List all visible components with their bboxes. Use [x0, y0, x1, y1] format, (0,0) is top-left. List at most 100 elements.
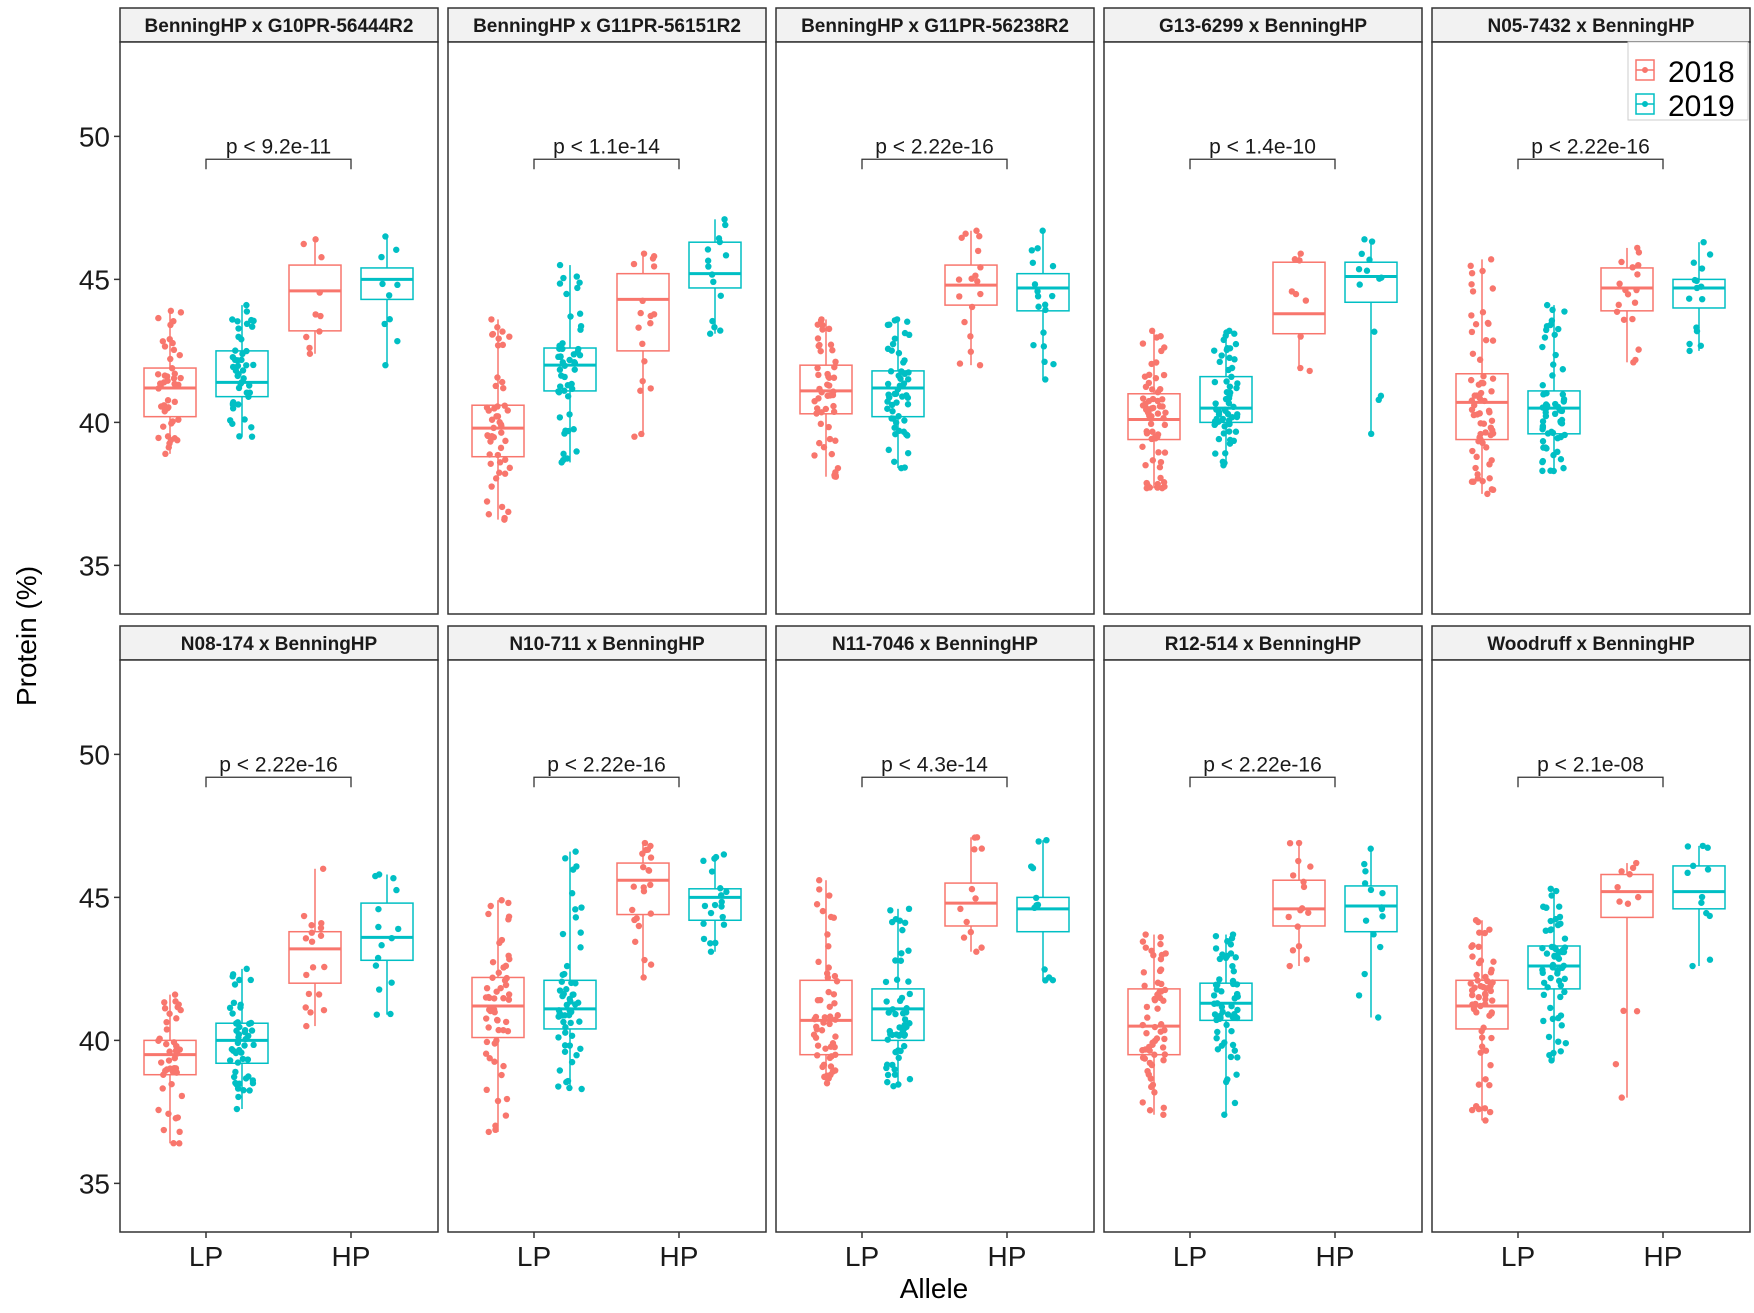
- data-point: [901, 417, 908, 424]
- data-point: [234, 1085, 242, 1092]
- data-point: [1214, 981, 1221, 989]
- y-tick-label: 40: [79, 1025, 110, 1056]
- data-point: [372, 872, 379, 880]
- data-point: [563, 986, 570, 993]
- data-point: [233, 1105, 241, 1113]
- data-point: [1226, 420, 1233, 428]
- data-point: [813, 405, 821, 412]
- data-point: [708, 868, 716, 875]
- data-point: [1157, 955, 1165, 963]
- data-point: [1612, 1060, 1620, 1068]
- data-point: [160, 1071, 167, 1078]
- data-point: [647, 385, 654, 392]
- data-point: [978, 845, 985, 852]
- data-point: [1561, 975, 1568, 983]
- data-point: [382, 233, 389, 240]
- data-point: [562, 1024, 569, 1031]
- data-point: [1622, 286, 1629, 294]
- data-point: [1146, 1107, 1154, 1114]
- data-point: [496, 459, 504, 466]
- data-point: [647, 854, 655, 861]
- data-point: [250, 1041, 257, 1049]
- data-point: [1486, 1081, 1493, 1089]
- data-point: [239, 1055, 247, 1063]
- data-point: [490, 424, 497, 432]
- data-point: [833, 978, 841, 985]
- data-point: [1542, 409, 1549, 416]
- data-point: [1143, 1029, 1150, 1037]
- data-point: [497, 444, 505, 452]
- data-point: [235, 1093, 242, 1101]
- data-point: [1356, 281, 1363, 288]
- data-point: [572, 914, 580, 921]
- data-point: [1149, 395, 1157, 403]
- data-point: [243, 965, 250, 973]
- data-point: [1704, 866, 1712, 873]
- data-point: [1539, 418, 1547, 425]
- data-point: [243, 308, 251, 315]
- data-point: [493, 413, 500, 420]
- data-point: [1285, 913, 1292, 921]
- data-point: [884, 345, 892, 353]
- data-point: [711, 323, 718, 331]
- box-iqr: [360, 902, 414, 962]
- data-point: [1139, 395, 1147, 402]
- data-point: [1221, 423, 1228, 430]
- data-point: [822, 405, 830, 413]
- data-point: [1371, 328, 1378, 335]
- data-point: [1361, 880, 1369, 887]
- data-point: [1042, 376, 1049, 383]
- data-point: [641, 358, 648, 365]
- data-point: [235, 1046, 243, 1054]
- data-point: [1469, 288, 1477, 295]
- data-point: [172, 1115, 180, 1122]
- data-point: [1488, 457, 1495, 464]
- box-hp-2019: [688, 216, 742, 337]
- data-point: [1548, 892, 1555, 899]
- data-point: [892, 1048, 899, 1056]
- data-point: [1141, 982, 1148, 990]
- data-point: [885, 1009, 892, 1016]
- panel-frame: [119, 41, 439, 615]
- box-hp-2018: [288, 236, 342, 357]
- data-point: [1227, 941, 1235, 948]
- data-point: [565, 427, 572, 435]
- data-point: [556, 261, 564, 269]
- data-point: [1297, 250, 1304, 257]
- data-point: [1539, 424, 1547, 431]
- data-point: [974, 278, 981, 285]
- data-point: [379, 280, 386, 288]
- data-point: [810, 1031, 818, 1038]
- data-point: [501, 456, 509, 463]
- data-point: [832, 437, 839, 444]
- data-point: [238, 379, 245, 386]
- data-point: [813, 1026, 821, 1033]
- data-point: [505, 996, 513, 1003]
- data-point: [228, 1046, 236, 1053]
- data-point: [382, 361, 389, 369]
- data-point: [568, 979, 575, 987]
- data-point: [235, 1034, 242, 1041]
- significance-bracket: [1517, 776, 1664, 788]
- data-point: [306, 350, 314, 357]
- data-point: [631, 916, 638, 924]
- panel-strip: [1431, 625, 1751, 661]
- data-point: [958, 234, 965, 241]
- data-point: [1700, 239, 1707, 246]
- data-point: [1561, 988, 1568, 996]
- data-point: [1050, 360, 1057, 368]
- data-point: [1234, 1054, 1241, 1061]
- data-point: [494, 342, 502, 349]
- data-point: [1049, 262, 1057, 270]
- data-point: [1471, 984, 1478, 991]
- data-point: [556, 414, 564, 421]
- data-point: [1478, 1034, 1486, 1041]
- data-point: [1549, 1015, 1557, 1023]
- data-point: [906, 1075, 914, 1083]
- data-point: [161, 408, 168, 415]
- data-point: [154, 371, 162, 378]
- p-value-label: p < 1.4e-10: [1209, 135, 1316, 158]
- data-point: [1616, 280, 1623, 287]
- data-point: [1158, 484, 1166, 492]
- data-point: [1489, 375, 1497, 382]
